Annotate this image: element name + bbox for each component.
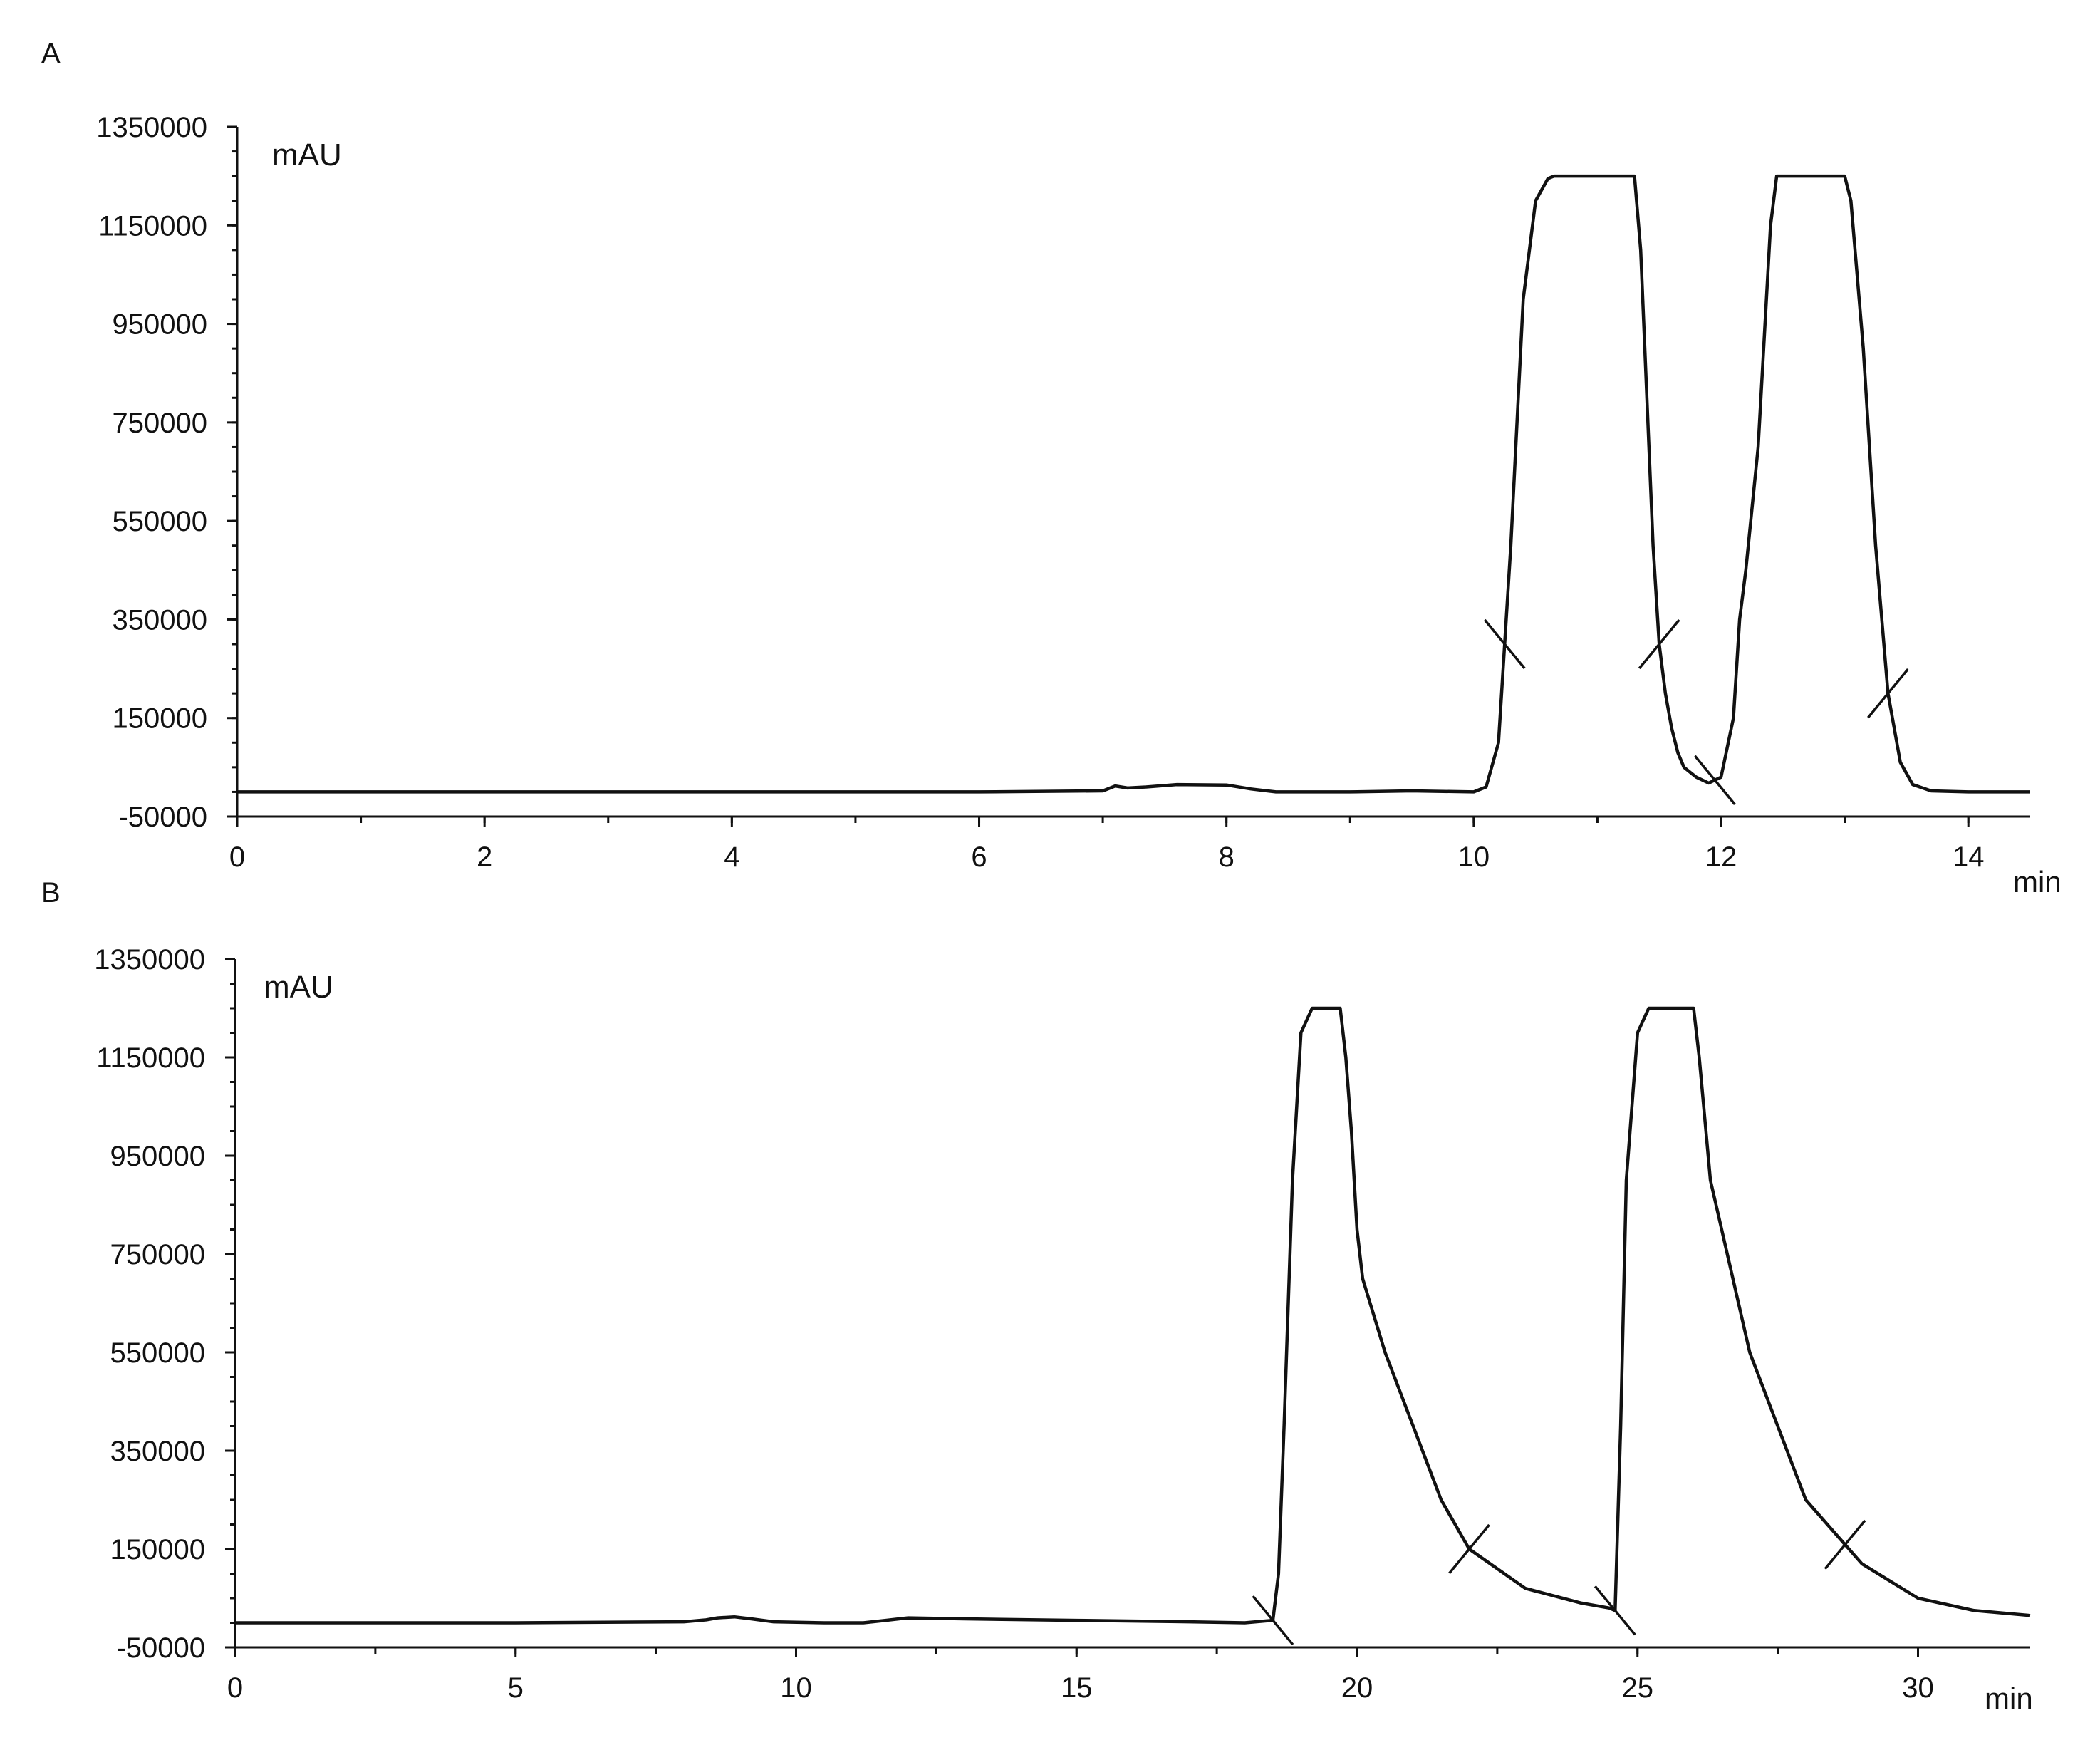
panel-b-integration-marker [1448, 1523, 1490, 1575]
panel-a-y-tick-label: 1350000 [96, 112, 207, 143]
panel-a-y-tick-label: -50000 [118, 802, 207, 833]
panel-a-x-tick-label: 4 [724, 841, 739, 873]
panel-b-axes: -50000 150000 350000 550000 750000 950000 1150… [94, 944, 2030, 1704]
panel-a-integration-marker [1867, 668, 1909, 719]
panel-b-x-tick-label: 30 [1902, 1672, 1934, 1704]
panel-b-y-tick-label: 750000 [110, 1239, 205, 1270]
panel-b-ylabel: mAU [264, 970, 333, 1005]
panel-b-x-tick-label: 20 [1341, 1672, 1373, 1704]
panel-b-y-tick-label: -50000 [116, 1632, 205, 1664]
panel-a-y-tick-label: 550000 [113, 506, 207, 537]
panel-a-y-tick-label: 950000 [113, 309, 207, 341]
panel-b-x-tick-label: 10 [780, 1672, 812, 1704]
panel-b-integration-marker [1594, 1585, 1636, 1636]
panel-b-y-tick-label: 550000 [110, 1337, 205, 1369]
panel-a-x-tick-label: 0 [229, 841, 245, 873]
panel-b-integration-marker [1824, 1519, 1866, 1570]
panel-a-x-tick-label: 2 [477, 841, 492, 873]
panel-a-xlabel: min [2013, 865, 2062, 899]
panel-b-y-tick-label: 150000 [110, 1534, 205, 1565]
panel-a-x-tick-label: 14 [1953, 841, 1985, 873]
panel-b-x-tick-label: 25 [1622, 1672, 1654, 1704]
panel-a-x-tick-label: 6 [971, 841, 987, 873]
panel-b-integration-marker [1252, 1595, 1294, 1646]
panel-b-y-tick-label: 950000 [110, 1141, 205, 1172]
panel-a-ylabel: mAU [272, 138, 342, 172]
panel-b-plot-area [235, 1006, 2031, 1646]
panel-a-y-tick-label: 350000 [113, 604, 207, 636]
panel-a-trace [237, 174, 2030, 794]
panel-b-y-tick-label: 1150000 [96, 1042, 205, 1074]
panel-a-y-tick-label: 1150000 [98, 210, 207, 242]
panel-b-y-tick-label: 1350000 [94, 944, 205, 975]
panel-a-plot-area [237, 174, 2030, 805]
panel-a-x-tick-label: 10 [1458, 841, 1490, 873]
panel-b: B mAU min -50000 150000 350000 550000 750000… [41, 877, 2033, 1715]
panel-a-integration-marker [1483, 618, 1526, 670]
panel-a-y-tick-label: 150000 [113, 703, 207, 735]
panel-b-x-tick-label: 15 [1061, 1672, 1093, 1704]
panel-a-axes: -50000 150000 350000 550000 750000 950000 1150… [96, 112, 2030, 873]
panel-a: A mAU min -50000 150000 350000 550000 750000… [41, 38, 2062, 899]
panel-b-y-tick-label: 350000 [110, 1436, 205, 1467]
panel-a-integration-marker [1694, 755, 1736, 805]
panel-b-trace [235, 1006, 2031, 1625]
panel-a-integration-marker [1638, 618, 1680, 670]
panel-a-label: A [41, 38, 61, 69]
panel-a-x-tick-label: 8 [1219, 841, 1234, 873]
panel-a-y-tick-label: 750000 [113, 408, 207, 439]
panel-b-label: B [41, 877, 61, 908]
panel-b-xlabel: min [1985, 1682, 2033, 1715]
panel-b-x-tick-label: 0 [227, 1672, 243, 1704]
panel-a-x-tick-label: 12 [1705, 841, 1737, 873]
panel-b-x-tick-label: 5 [508, 1672, 524, 1704]
